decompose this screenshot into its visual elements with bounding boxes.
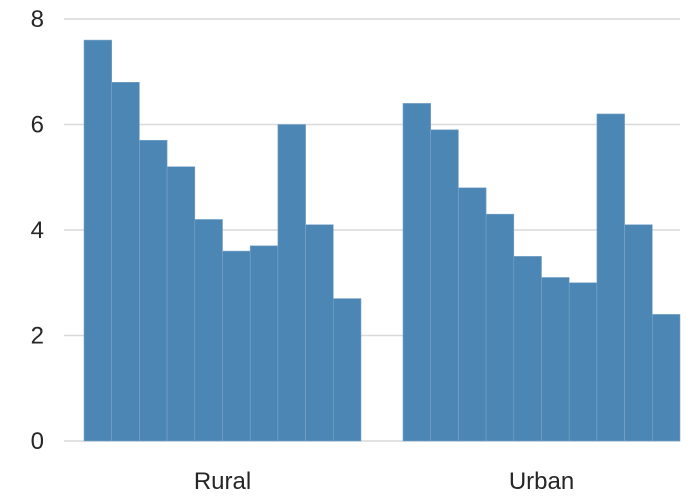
bar-rural-8	[277, 124, 306, 442]
bar-urban-10	[651, 314, 681, 442]
bar-urban-1	[402, 103, 432, 442]
bar-urban-2	[430, 129, 459, 442]
category-label-rural: Rural	[194, 468, 251, 495]
bar-urban-5	[513, 256, 542, 442]
x-axis-categories: Rural Urban	[194, 468, 574, 495]
y-tick-label: 4	[31, 217, 44, 244]
bar-urban-9	[624, 224, 653, 442]
y-tick-label: 6	[31, 112, 44, 139]
y-axis-ticks: 0 2 4 6 8	[31, 6, 44, 455]
bar-urban-7	[568, 282, 598, 442]
bars	[83, 39, 681, 442]
bar-urban-4	[485, 213, 515, 442]
bar-rural-7	[249, 245, 279, 442]
bar-urban-3	[458, 187, 487, 442]
bar-urban-6	[541, 277, 570, 442]
y-tick-label: 0	[31, 428, 44, 455]
bar-rural-1	[83, 39, 113, 442]
bar-rural-10	[332, 298, 362, 442]
bar-rural-5	[194, 219, 223, 442]
bar-rural-6	[222, 250, 251, 442]
bar-rural-2	[111, 82, 140, 442]
bar-rural-9	[305, 224, 334, 442]
category-label-urban: Urban	[509, 468, 574, 495]
bar-rural-3	[139, 140, 168, 442]
y-tick-label: 8	[31, 6, 44, 33]
y-tick-label: 2	[31, 323, 44, 350]
bar-rural-4	[166, 166, 196, 442]
bar-urban-8	[596, 113, 625, 442]
